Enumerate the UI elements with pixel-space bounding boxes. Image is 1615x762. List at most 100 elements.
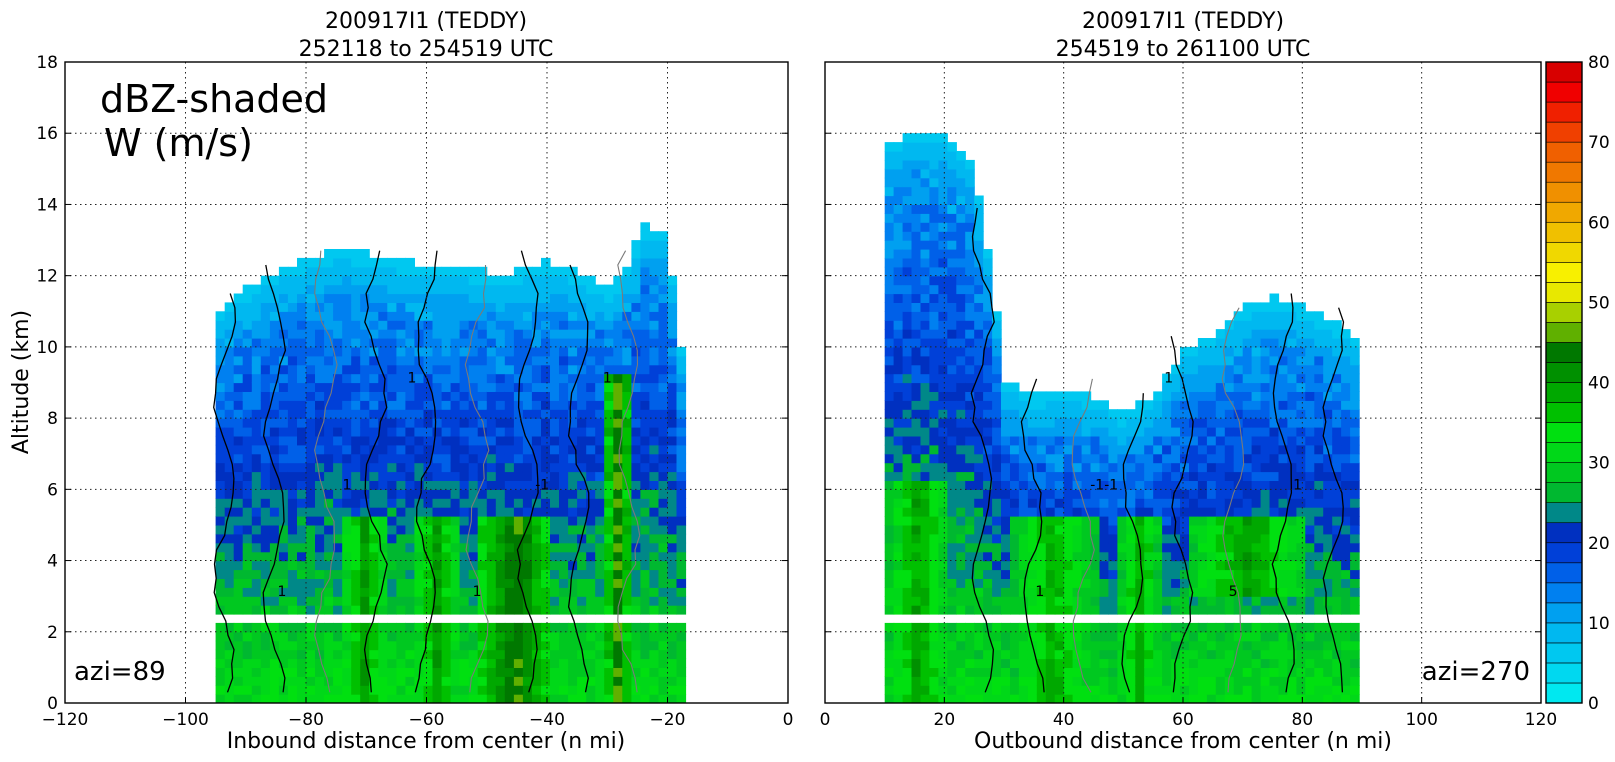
dbz-cell [1287, 364, 1297, 375]
dbz-cell [1180, 685, 1190, 695]
dbz-cell [902, 605, 913, 615]
dbz-cell [1251, 338, 1262, 348]
dbz-cell [1242, 382, 1253, 392]
dbz-cell [1144, 524, 1154, 535]
dbz-cell [911, 516, 922, 526]
dbz-cell [541, 587, 551, 597]
dbz-cell [414, 373, 424, 384]
dbz-cell [884, 551, 895, 562]
dbz-cell [586, 444, 596, 455]
dbz-cell [297, 400, 307, 410]
dbz-cell [1260, 631, 1271, 642]
dbz-cell [938, 498, 948, 508]
dbz-cell [287, 293, 298, 303]
dbz-cell [640, 373, 650, 384]
dbz-cell [947, 391, 957, 401]
dbz-cell [468, 444, 479, 455]
dbz-cell [224, 311, 235, 321]
dbz-cell [1215, 480, 1226, 490]
dbz-cell [541, 489, 551, 499]
dbz-cell [333, 266, 343, 277]
dbz-cell [396, 516, 406, 526]
dbz-cell [504, 658, 515, 668]
dbz-cell [577, 640, 587, 651]
dbz-cell [1090, 587, 1101, 597]
dbz-cell [1287, 355, 1297, 366]
dbz-cell [550, 605, 560, 615]
dbz-cell [1135, 676, 1145, 686]
dbz-cell [297, 284, 307, 295]
dbz-cell [369, 524, 379, 535]
dbz-cell [893, 266, 904, 277]
dbz-cell [947, 329, 957, 339]
dbz-cell [360, 391, 370, 401]
dbz-cell [405, 444, 415, 455]
dbz-cell [595, 355, 605, 366]
dbz-cell [1215, 542, 1226, 553]
dbz-cell [233, 551, 244, 562]
dbz-cell [333, 284, 343, 295]
dbz-cell [504, 694, 515, 703]
dbz-cell [441, 338, 452, 348]
dbz-cell [586, 649, 596, 660]
dbz-cell [423, 524, 434, 535]
dbz-cell [920, 605, 930, 615]
dbz-cell [486, 489, 497, 499]
dbz-cell [531, 516, 542, 526]
dbz-cell [613, 685, 623, 695]
dbz-cell [432, 435, 443, 446]
dbz-cell [956, 222, 966, 232]
dbz-cell [559, 355, 569, 366]
dbz-cell [297, 587, 307, 597]
dbz-cell [1001, 498, 1011, 508]
dbz-cell [1197, 373, 1208, 384]
dbz-cell [1099, 542, 1109, 553]
dbz-cell [378, 631, 388, 642]
dbz-cell [667, 533, 678, 544]
dbz-cell [324, 551, 334, 562]
dbz-cell [450, 658, 461, 668]
dbz-cell [287, 275, 298, 286]
dbz-cell [920, 489, 930, 499]
dbz-cell [676, 435, 687, 446]
dbz-cell [658, 685, 669, 695]
dbz-cell [983, 373, 993, 384]
dbz-cell [1010, 391, 1020, 401]
dbz-cell [1224, 658, 1235, 668]
dbz-cell [920, 320, 930, 330]
dbz-cell [1099, 409, 1109, 419]
dbz-cell [1126, 640, 1136, 651]
dbz-cell [956, 400, 966, 410]
dbz-cell [513, 418, 524, 428]
dbz-cell [242, 507, 253, 517]
dbz-cell [1090, 480, 1101, 490]
dbz-cell [405, 631, 415, 642]
dbz-cell [315, 694, 325, 703]
dbz-cell [260, 605, 271, 615]
dbz-cell [315, 622, 325, 633]
dbz-cell [459, 533, 470, 544]
colorbar-swatch [1545, 101, 1583, 123]
dbz-cell [974, 418, 984, 428]
dbz-cell [531, 631, 542, 642]
dbz-cell [414, 444, 424, 455]
dbz-cell [613, 302, 623, 312]
dbz-cell [947, 346, 957, 357]
dbz-cell [1090, 685, 1101, 695]
dbz-cell [1296, 551, 1306, 562]
dbz-cell [1350, 524, 1360, 535]
dbz-cell [1180, 489, 1190, 499]
dbz-cell [423, 284, 434, 295]
dbz-cell [649, 346, 659, 357]
dbz-cell [468, 471, 479, 481]
dbz-cell [387, 596, 397, 606]
dbz-cell [269, 605, 280, 615]
dbz-cell [324, 542, 334, 553]
dbz-cell [324, 631, 334, 642]
dbz-cell [387, 676, 397, 686]
dbz-cell [884, 631, 895, 642]
dbz-cell [1045, 462, 1056, 473]
dbz-cell [938, 133, 948, 143]
dbz-cell [595, 435, 605, 446]
